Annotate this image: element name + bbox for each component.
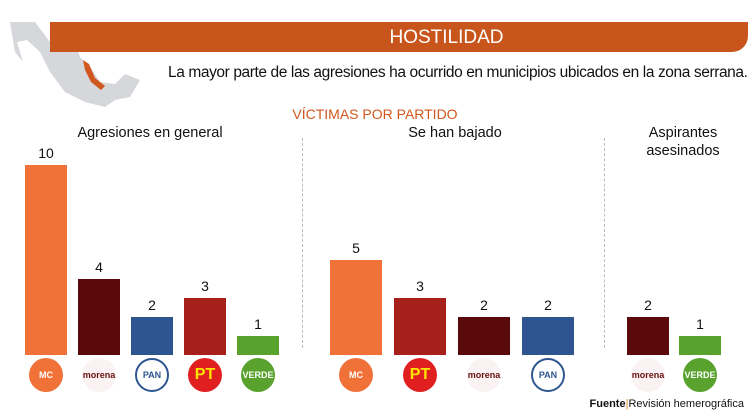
bar-pan: [522, 317, 574, 355]
bar-pt: [184, 298, 226, 355]
title: HOSTILIDAD: [389, 27, 504, 48]
value-label: 3: [416, 278, 424, 294]
value-label: 2: [544, 297, 552, 313]
pvem-logo-icon: VERDE: [241, 358, 275, 392]
value-label: 10: [38, 145, 54, 161]
value-label: 2: [148, 297, 156, 313]
source: Fuente|Revisión hemerográfica: [589, 398, 744, 410]
panel-title-bajado: Se han bajado: [408, 125, 502, 141]
bar-morena: [627, 317, 669, 355]
morena-logo-icon: morena: [631, 358, 665, 392]
value-label: 1: [696, 316, 704, 332]
section-title: VÍCTIMAS POR PARTIDO: [292, 106, 458, 122]
value-label: 5: [352, 240, 360, 256]
morena-logo-icon: morena: [467, 358, 501, 392]
morena-logo-icon: morena: [82, 358, 116, 392]
source-label: Fuente: [589, 398, 626, 410]
pvem-logo-icon: VERDE: [683, 358, 717, 392]
subtitle: La mayor parte de las agresiones ha ocur…: [168, 64, 748, 81]
source-text: Revisión hemerográfica: [628, 398, 744, 410]
pan-logo-icon: PAN: [531, 358, 565, 392]
value-label: 2: [644, 297, 652, 313]
bar-pan: [131, 317, 173, 355]
bar-pvem: [237, 336, 279, 355]
divider: [604, 138, 605, 348]
divider: [302, 138, 303, 348]
bar-morena: [458, 317, 510, 355]
mc-logo-icon: MC: [339, 358, 373, 392]
mc-logo-icon: MC: [29, 358, 63, 392]
value-label: 1: [254, 316, 262, 332]
panel-title-asesinados: Aspirantes asesinados: [646, 125, 720, 159]
pan-logo-icon: PAN: [135, 358, 169, 392]
bar-morena: [78, 279, 120, 355]
panel-title-agresiones: Agresiones en general: [77, 125, 223, 141]
bar-mc: [330, 260, 382, 355]
value-label: 3: [201, 278, 209, 294]
bar-pt: [394, 298, 446, 355]
mexico-map: [10, 22, 140, 107]
bar-mc: [25, 165, 67, 355]
title-banner: HOSTILIDAD: [50, 22, 748, 52]
value-label: 4: [95, 259, 103, 275]
value-label: 2: [480, 297, 488, 313]
bar-pvem: [679, 336, 721, 355]
pt-logo-icon: PT: [188, 358, 222, 392]
pt-logo-icon: PT: [403, 358, 437, 392]
